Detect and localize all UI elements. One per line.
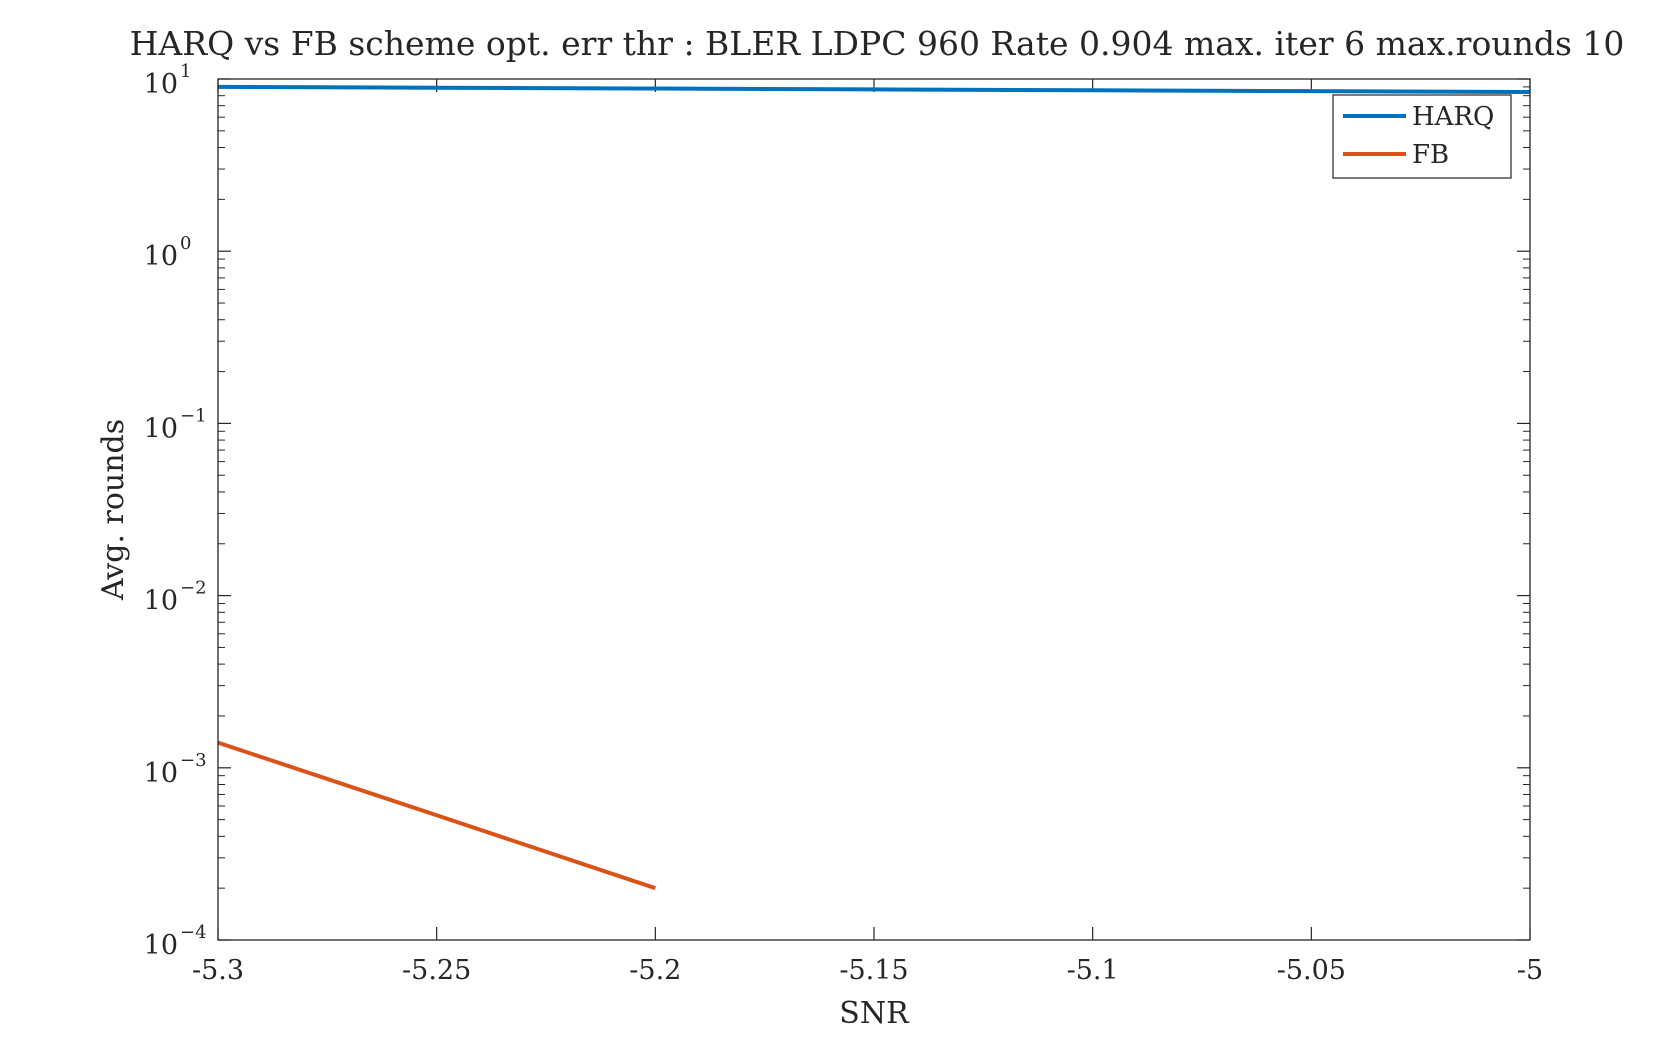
y-tick-label: 10: [144, 413, 178, 444]
y-tick-exponent: −4: [180, 922, 207, 943]
minor-ticks: [218, 86, 1530, 889]
y-tick-exponent: 0: [180, 233, 191, 254]
x-tick-label: -5.15: [839, 955, 908, 986]
legend: HARQ FB: [1332, 94, 1512, 179]
legend-box: [1332, 94, 1512, 179]
y-tick-label: 10: [144, 241, 178, 272]
y-tick-label: 10: [144, 758, 178, 789]
series-layer: [217, 84, 1531, 891]
legend-label-harq: HARQ: [1412, 102, 1494, 132]
legend-label-fb: FB: [1412, 140, 1449, 170]
series-line-harq: [217, 84, 1531, 95]
plot-frame: [217, 78, 1531, 941]
y-tick-label: 10: [144, 586, 178, 617]
x-tick-label: -5: [1517, 955, 1543, 986]
chart-title: HARQ vs FB scheme opt. err thr : BLER LD…: [130, 24, 1625, 63]
y-tick-exponent: 1: [180, 61, 191, 82]
x-tick-labels: -5.3 -5.25 -5.2 -5.15 -5.1 -5.05 -5: [192, 955, 1543, 986]
y-tick-label: 10: [144, 69, 178, 100]
x-tick-label: -5.1: [1067, 955, 1119, 986]
y-axis-label: Avg. rounds: [96, 419, 131, 601]
x-tick-label: -5.05: [1277, 955, 1346, 986]
plot-area: [218, 79, 1530, 940]
x-axis-label: SNR: [839, 996, 910, 1031]
y-tick-exponent: −2: [180, 578, 207, 599]
y-tick-label: 10: [144, 930, 178, 961]
y-tick-exponent: −1: [180, 405, 207, 426]
y-tick-exponent: −3: [180, 750, 207, 771]
x-tick-label: -5.3: [192, 955, 244, 986]
series-line-fb: [217, 740, 656, 891]
x-tick-label: -5.25: [402, 955, 471, 986]
x-tick-label: -5.2: [629, 955, 681, 986]
